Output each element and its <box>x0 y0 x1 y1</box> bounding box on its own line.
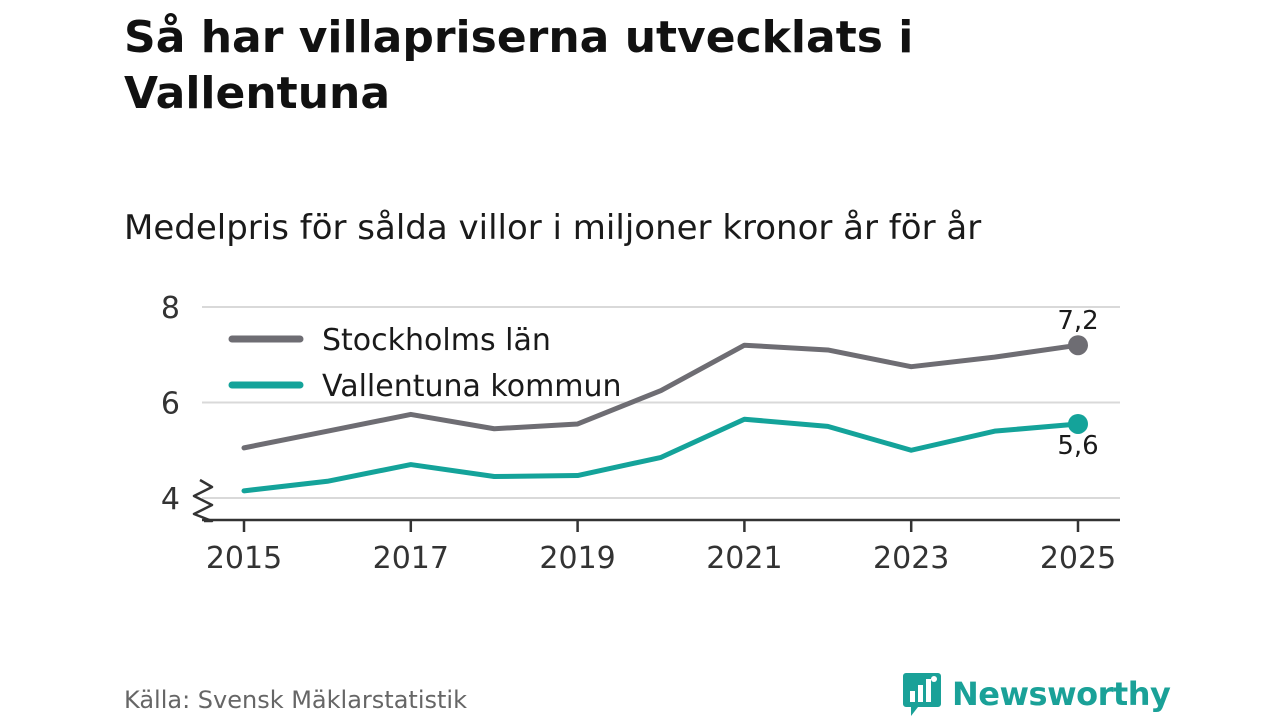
x-tick-label: 2019 <box>539 541 615 576</box>
axis-break-icon <box>192 478 214 523</box>
axis-layer: 4 6 8 2015 2017 2019 2021 2023 2025 <box>161 291 1120 576</box>
x-tick-label: 2021 <box>706 541 782 576</box>
end-marker-stockholm <box>1068 335 1088 356</box>
x-tick-label: 2017 <box>373 541 449 576</box>
data-labels: 7,2 5,6 <box>1057 306 1098 461</box>
y-tick-label: 4 <box>161 482 180 517</box>
end-label-stockholm: 7,2 <box>1057 306 1098 336</box>
series-layer <box>241 335 1088 494</box>
series-line-vallentuna <box>241 416 1081 494</box>
legend: Stockholms län Vallentuna kommun <box>228 318 627 409</box>
legend-label-vallentuna: Vallentuna kommun <box>322 369 622 404</box>
chart-title: Så har villapriserna utvecklats i Vallen… <box>124 12 914 119</box>
y-tick-label: 6 <box>161 387 180 422</box>
brand-logo: Newsworthy <box>902 671 1171 717</box>
x-tick-label: 2015 <box>206 541 282 576</box>
legend-label-stockholm: Stockholms län <box>322 323 551 358</box>
brand-name: Newsworthy <box>952 675 1171 713</box>
end-marker-vallentuna <box>1068 413 1088 434</box>
end-label-vallentuna: 5,6 <box>1057 431 1098 461</box>
grid-layer <box>202 306 1120 499</box>
chart-subtitle: Medelpris för sålda villor i miljoner kr… <box>124 208 982 248</box>
series-line-stockholm <box>241 342 1081 451</box>
newsworthy-logo-icon <box>903 673 941 716</box>
source-note: Källa: Svensk Mäklarstatistik <box>124 686 467 714</box>
y-tick-label: 8 <box>161 291 180 326</box>
x-tick-label: 2023 <box>873 541 949 576</box>
x-tick-label: 2025 <box>1040 541 1116 576</box>
